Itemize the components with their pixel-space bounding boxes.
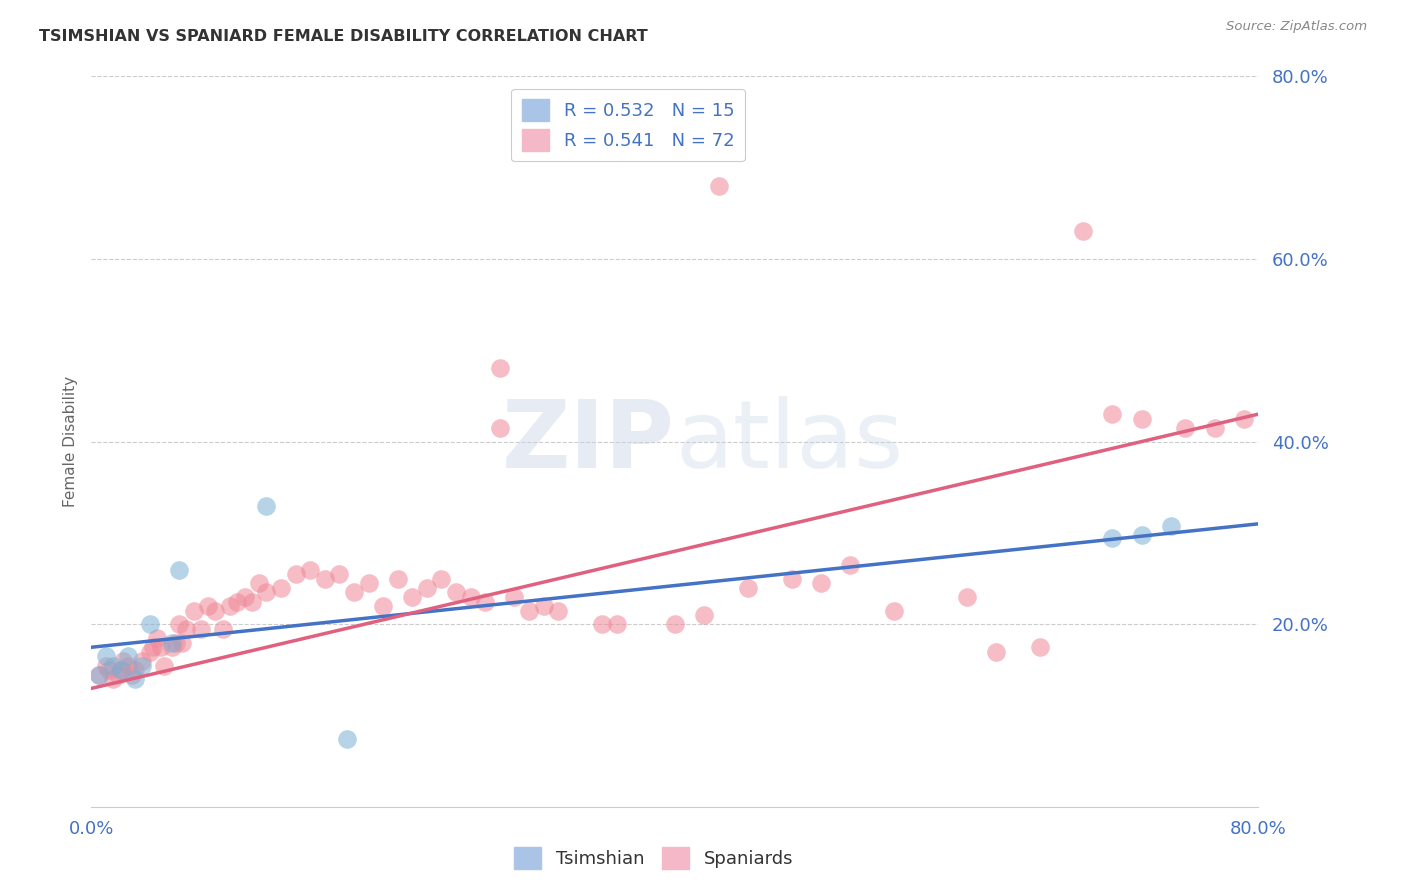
Point [233, 590, 256, 604]
Point [343, 585, 366, 599]
Point [94, 649, 117, 664]
Point [984, 645, 1007, 659]
Point [94, 658, 117, 673]
Point [474, 594, 496, 608]
Legend: R = 0.532   N = 15, R = 0.541   N = 72: R = 0.532 N = 15, R = 0.541 N = 72 [512, 88, 745, 161]
Point [1233, 411, 1256, 425]
Point [444, 585, 467, 599]
Point [956, 590, 979, 604]
Point [1204, 421, 1226, 435]
Point [299, 563, 322, 577]
Point [503, 590, 526, 604]
Point [460, 590, 482, 604]
Point [247, 576, 270, 591]
Point [197, 599, 219, 614]
Point [160, 635, 183, 649]
Point [810, 576, 832, 591]
Point [174, 622, 197, 636]
Point [1174, 421, 1197, 435]
Point [219, 599, 242, 614]
Point [533, 599, 555, 614]
Point [97, 663, 120, 677]
Point [284, 567, 307, 582]
Point [146, 631, 169, 645]
Point [883, 604, 905, 618]
Point [153, 658, 176, 673]
Point [183, 604, 205, 618]
Point [87, 667, 110, 681]
Point [1130, 411, 1153, 425]
Point [170, 635, 193, 649]
Point [416, 581, 439, 595]
Text: atlas: atlas [675, 395, 903, 488]
Point [314, 572, 336, 586]
Point [103, 658, 125, 673]
Point [430, 572, 453, 586]
Point [707, 178, 730, 193]
Point [1130, 528, 1153, 542]
Point [387, 572, 409, 586]
Point [226, 594, 249, 608]
Point [489, 361, 512, 376]
Point [110, 663, 132, 677]
Point [240, 594, 263, 608]
Point [150, 640, 173, 655]
Point [112, 654, 135, 668]
Point [107, 667, 129, 681]
Point [138, 617, 162, 632]
Point [167, 617, 190, 632]
Point [167, 563, 190, 577]
Point [165, 635, 187, 649]
Point [124, 663, 146, 677]
Point [1073, 224, 1095, 238]
Point [838, 558, 860, 572]
Point [124, 673, 146, 687]
Point [270, 581, 292, 595]
Point [1160, 518, 1182, 533]
Text: Source: ZipAtlas.com: Source: ZipAtlas.com [1226, 20, 1367, 33]
Point [131, 654, 153, 668]
Point [211, 622, 233, 636]
Point [190, 622, 212, 636]
Legend: Tsimshian, Spaniards: Tsimshian, Spaniards [508, 839, 800, 876]
Point [254, 585, 277, 599]
Point [591, 617, 613, 632]
Point [328, 567, 350, 582]
Point [737, 581, 759, 595]
Point [1101, 531, 1123, 545]
Point [371, 599, 394, 614]
Point [103, 673, 125, 687]
Point [131, 658, 153, 673]
Point [336, 731, 359, 746]
Point [117, 649, 139, 664]
Point [664, 617, 686, 632]
Point [1028, 640, 1050, 655]
Point [160, 640, 183, 655]
Point [121, 667, 143, 681]
Point [254, 499, 277, 513]
Text: ZIP: ZIP [502, 395, 675, 488]
Point [1101, 407, 1123, 421]
Point [142, 640, 165, 655]
Point [547, 604, 569, 618]
Point [110, 663, 132, 677]
Point [138, 645, 162, 659]
Point [117, 658, 139, 673]
Point [693, 608, 716, 623]
Point [780, 572, 803, 586]
Point [605, 617, 627, 632]
Text: TSIMSHIAN VS SPANIARD FEMALE DISABILITY CORRELATION CHART: TSIMSHIAN VS SPANIARD FEMALE DISABILITY … [39, 29, 648, 44]
Point [489, 421, 512, 435]
Y-axis label: Female Disability: Female Disability [62, 376, 77, 508]
Point [357, 576, 380, 591]
Point [401, 590, 423, 604]
Point [517, 604, 540, 618]
Point [87, 667, 110, 681]
Point [204, 604, 226, 618]
